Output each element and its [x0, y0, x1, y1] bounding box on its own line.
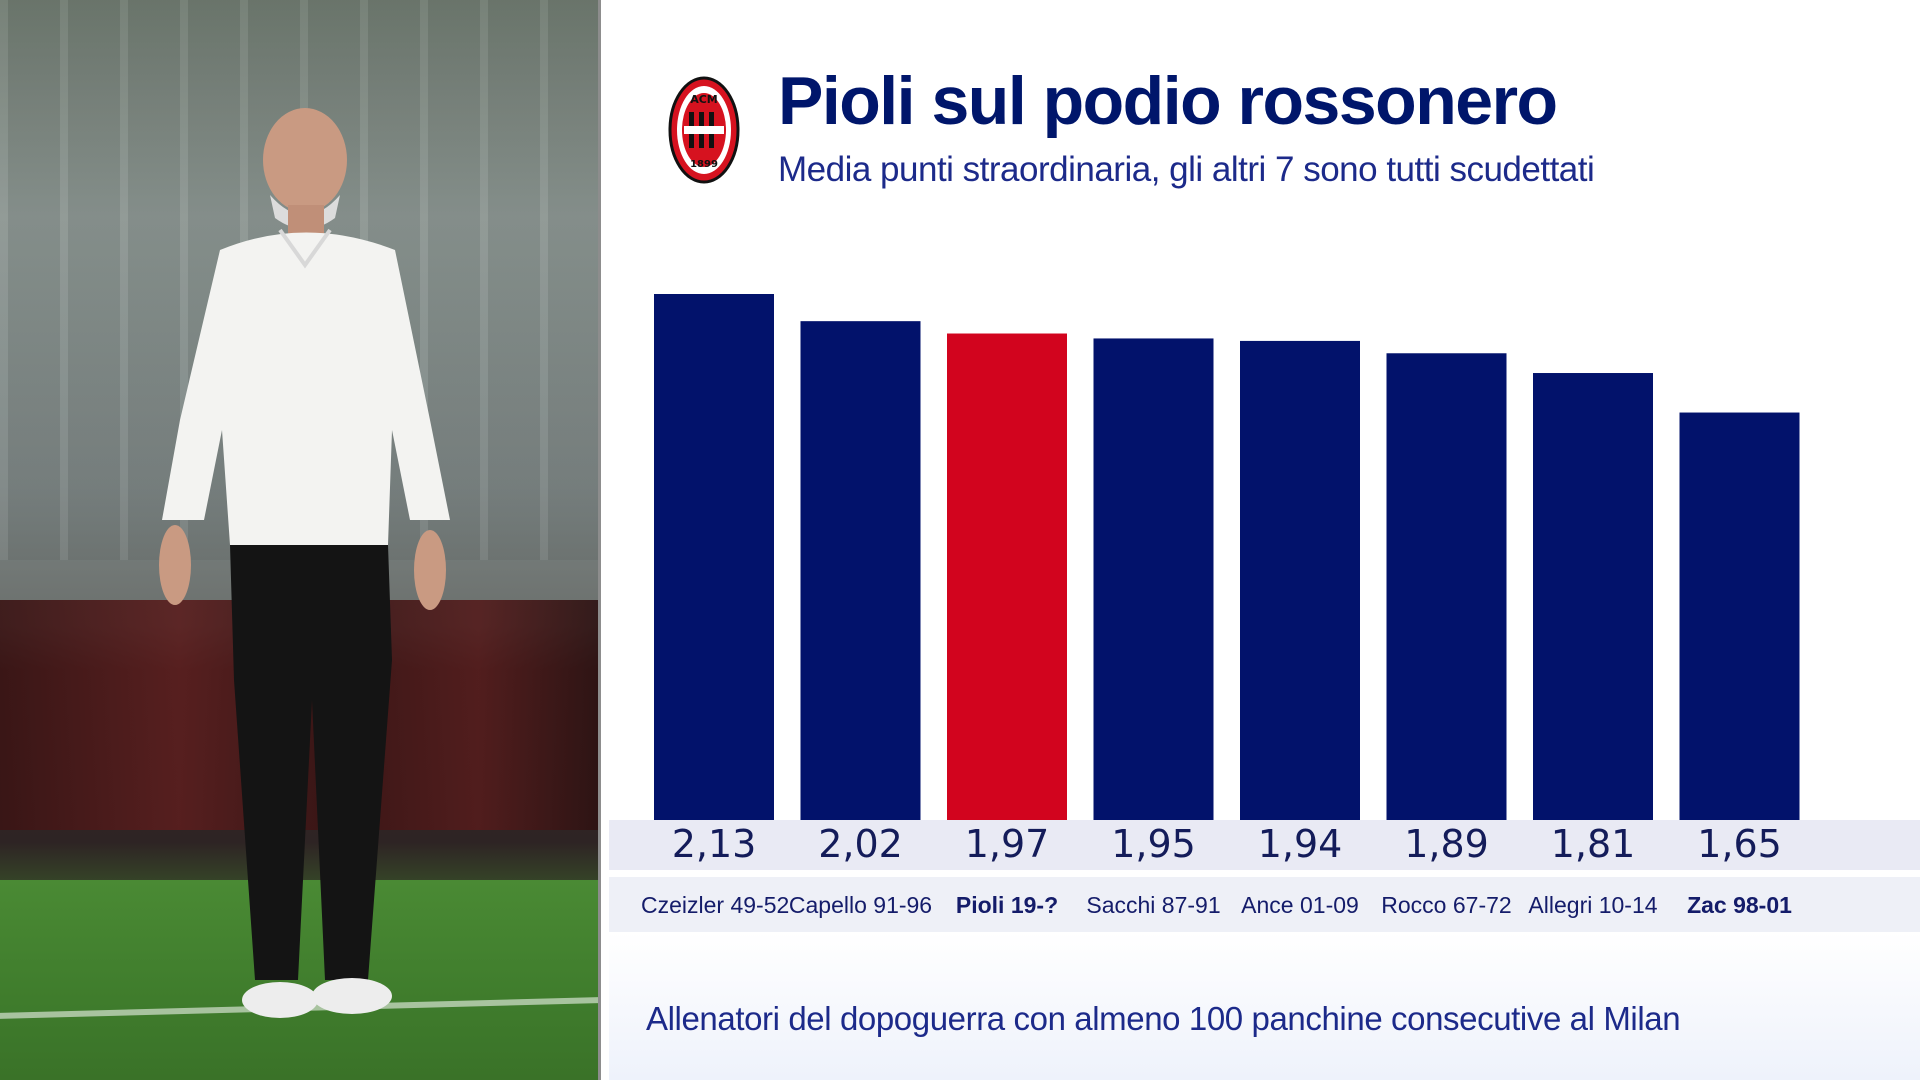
value-label-6: 1,81	[1550, 822, 1636, 866]
bar-1	[800, 321, 921, 820]
bar-5	[1386, 353, 1507, 820]
panel-divider	[598, 0, 601, 1080]
category-label-4: Ance 01-09	[1241, 892, 1359, 918]
category-label-0: Czeizler 49-52	[641, 892, 790, 918]
value-label-3: 1,95	[1111, 822, 1196, 866]
value-label-2: 1,97	[964, 822, 1050, 866]
crest-text-bottom: 1899	[690, 159, 718, 170]
value-label-0: 2,13	[671, 822, 757, 866]
coach-figure	[159, 108, 450, 1018]
bar-0	[654, 294, 774, 820]
coach-photo	[0, 0, 598, 1080]
bar-6	[1533, 373, 1653, 820]
ac-milan-crest-icon: ACM 1899	[668, 76, 740, 184]
chart-title: Pioli sul podio rossonero	[778, 63, 1558, 139]
footnote: Allenatori del dopoguerra con almeno 100…	[646, 1000, 1681, 1037]
bar-3	[1093, 338, 1214, 820]
category-label-5: Rocco 67-72	[1381, 892, 1512, 918]
category-label-1: Capello 91-96	[788, 892, 933, 918]
category-label-6: Allegri 10-14	[1528, 892, 1658, 918]
category-label-7: Zac 98-01	[1687, 892, 1792, 918]
bar-2	[947, 333, 1067, 820]
chart-subtitle: Media punti straordinaria, gli altri 7 s…	[778, 150, 1595, 189]
bar-chart	[600, 260, 1920, 820]
bar-7	[1679, 412, 1800, 820]
label-band	[609, 877, 1920, 932]
value-band	[609, 820, 1920, 870]
value-label-1: 2,02	[818, 822, 903, 866]
bar-chart-svg	[654, 294, 1800, 820]
bar-4	[1240, 340, 1360, 820]
value-label-4: 1,94	[1257, 822, 1343, 866]
crest-text-top: ACM	[690, 93, 718, 106]
category-label-2: Pioli 19-?	[955, 892, 1059, 918]
category-label-3: Sacchi 87-91	[1086, 892, 1221, 918]
footer-background	[609, 932, 1920, 1080]
value-label-5: 1,89	[1404, 822, 1489, 866]
value-label-7: 1,65	[1697, 822, 1782, 866]
